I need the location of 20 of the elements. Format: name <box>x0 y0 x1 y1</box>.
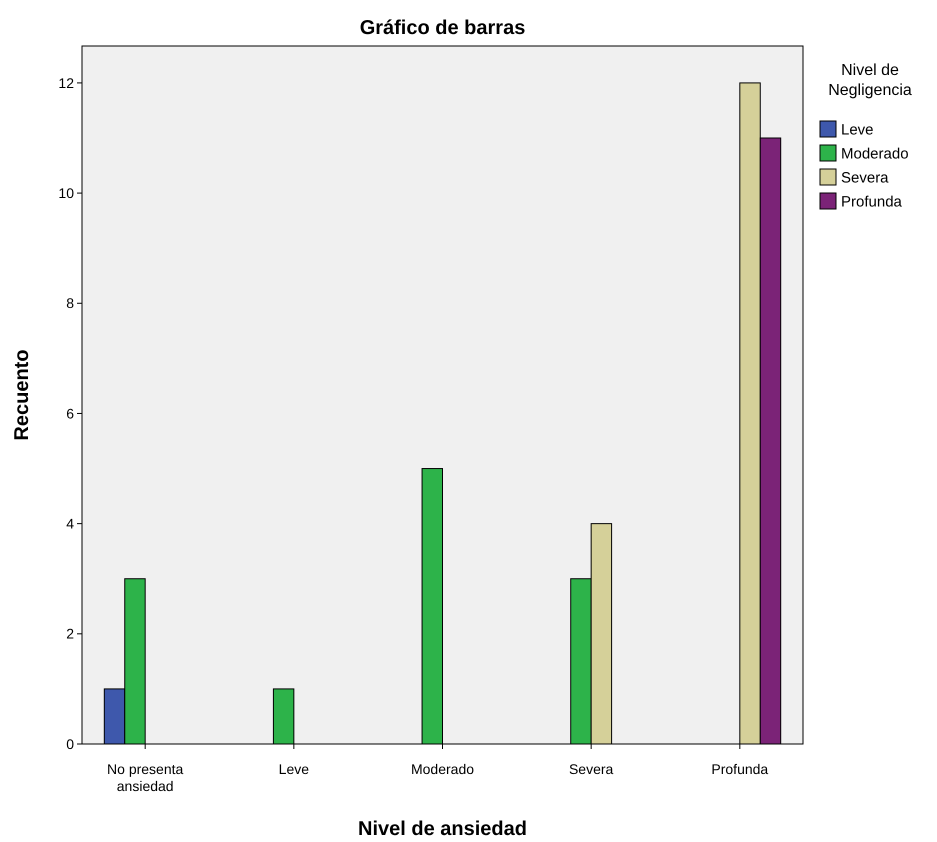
legend-label: Severa <box>841 169 890 186</box>
y-axis-title: Recuento <box>11 349 33 441</box>
y-tick-label: 2 <box>66 626 74 642</box>
x-tick-label: No presenta ansiedad <box>107 761 184 794</box>
x-tick-label: Severa <box>568 761 614 777</box>
x-axis-title: Nivel de ansiedad <box>358 818 527 840</box>
y-tick-label: 12 <box>58 74 74 91</box>
x-tick-label: Profunda <box>711 761 768 777</box>
y-tick-label: 0 <box>66 736 74 752</box>
y-tick-label: 6 <box>66 405 74 422</box>
legend-label: Leve <box>841 121 874 138</box>
legend-label: Profunda <box>841 193 903 210</box>
chart-title: Gráfico de barras <box>360 17 526 39</box>
y-tick-label: 8 <box>66 295 74 312</box>
x-tick-label: Moderado <box>410 761 474 777</box>
x-tick-label: Leve <box>278 761 310 777</box>
y-tick-label: 4 <box>66 516 74 532</box>
y-tick-label: 10 <box>58 184 74 201</box>
legend-label: Moderado <box>841 145 909 162</box>
legend-title: Nivel de Negligencia <box>828 62 912 99</box>
